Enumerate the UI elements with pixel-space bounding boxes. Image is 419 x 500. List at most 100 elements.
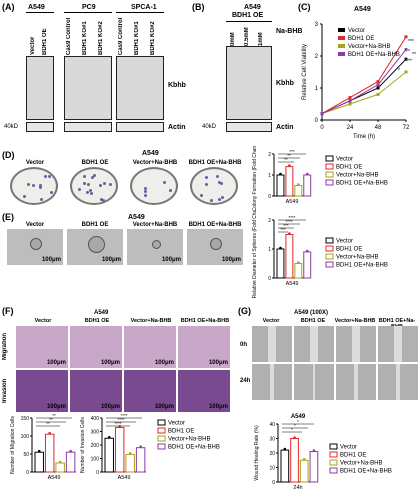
sphere-image: 100μm bbox=[67, 229, 123, 265]
colony-dot bbox=[83, 175, 86, 178]
panel-e-label: (E) bbox=[2, 212, 14, 222]
y-axis-label: Relative Diameter of Spheres (Fold Chang… bbox=[252, 210, 258, 298]
bar bbox=[295, 264, 302, 279]
data-dot bbox=[306, 173, 309, 176]
legend-label: Vector+Na-BHB bbox=[348, 44, 391, 50]
legend-label: BDH1 OE bbox=[336, 247, 362, 253]
data-point bbox=[377, 93, 380, 96]
panel-a-blot-3 bbox=[116, 56, 164, 120]
sig-mark: ** bbox=[412, 52, 416, 58]
y-axis-label: Colony Formation (Fold Change) bbox=[252, 146, 258, 210]
panel-b-lane-label: 1mM bbox=[258, 22, 264, 46]
panel-f-title: A549 bbox=[94, 310, 108, 316]
legend-swatch bbox=[330, 468, 337, 473]
panel-a-lane-label: BDH1 OE bbox=[42, 15, 48, 55]
x-axis-label: A549 bbox=[286, 199, 299, 205]
panel-a-lane-label: BDH1 KO#1 bbox=[134, 15, 140, 55]
data-dot bbox=[293, 436, 296, 439]
panel-b-treatment: Na-BHB bbox=[276, 28, 302, 35]
colony-dot bbox=[210, 199, 213, 202]
panel-g-cond-label: Vector+Na-BHB bbox=[334, 318, 376, 324]
panel-f-charts: 0 50 100 150 A549 Number of Migration Cells **… bbox=[2, 412, 232, 500]
bar bbox=[304, 175, 311, 196]
bar bbox=[35, 452, 43, 472]
y-tick-label: 0 bbox=[268, 194, 271, 200]
panel-a-kbhb: Kbhb bbox=[168, 82, 186, 89]
panel-a-blot-2 bbox=[64, 56, 112, 120]
panel-d-chart: 012A549Colony Formation (Fold Change) ***… bbox=[248, 146, 418, 210]
colony-dot bbox=[221, 196, 224, 199]
colony-dot bbox=[50, 191, 53, 194]
colony-dot bbox=[83, 182, 86, 185]
panel-a-lane-label: Vector bbox=[30, 15, 36, 55]
x-axis-label: 24h bbox=[293, 485, 302, 491]
data-dot bbox=[313, 449, 316, 452]
legend-label: BDH1 OE bbox=[340, 453, 366, 459]
panel-a-actin-2 bbox=[64, 122, 112, 132]
colony-plate bbox=[70, 167, 118, 205]
colony-dot bbox=[27, 183, 30, 186]
legend-label: Vector+Na-BHB bbox=[336, 173, 379, 179]
panel-f-cond-label: Vector+Na-BHB bbox=[124, 318, 178, 324]
panel-a-lane-label: BDH1 KO#2 bbox=[150, 15, 156, 55]
colony-dot bbox=[205, 183, 208, 186]
wound-gap bbox=[352, 326, 360, 362]
legend-label: BDH1 OE+Na-BHB bbox=[340, 469, 392, 475]
colony-dot bbox=[23, 195, 26, 198]
panel-b-kd: 40kD bbox=[202, 124, 216, 130]
bar bbox=[286, 167, 293, 196]
data-point bbox=[377, 87, 380, 90]
y-tick-label: 0 bbox=[26, 470, 29, 476]
x-tick-label: 0 bbox=[320, 125, 324, 131]
colony-dot bbox=[144, 190, 147, 193]
data-point bbox=[349, 99, 352, 102]
bar bbox=[66, 452, 74, 472]
x-tick-label: 24 bbox=[347, 125, 354, 131]
sig-mark: ** bbox=[46, 421, 50, 426]
y-tick-label: 1 bbox=[315, 86, 319, 92]
legend-swatch bbox=[158, 436, 165, 441]
panel-e-cond-label: BDH1 OE+Na-BHB bbox=[186, 222, 244, 228]
y-tick-label: 20 bbox=[269, 451, 275, 457]
panel-e-chart: 012A549Relative Diameter of Spheres (Fol… bbox=[248, 210, 418, 304]
wound-image bbox=[252, 364, 292, 400]
panel-d-cond-label: Vector bbox=[6, 160, 64, 166]
panel-d-cond-label: BDH1 OE bbox=[66, 160, 124, 166]
colony-dot bbox=[169, 189, 172, 192]
sig-mark: ** bbox=[284, 157, 288, 162]
colony-dot bbox=[39, 186, 42, 189]
scale-bar-label: 100μm bbox=[155, 360, 174, 366]
panel-b-kbhb: Kbhb bbox=[276, 80, 294, 87]
legend-swatch bbox=[338, 36, 345, 40]
panel-g-title: A549 (100X) bbox=[294, 310, 328, 316]
colony-dot bbox=[200, 194, 203, 197]
wound-gap bbox=[270, 364, 274, 400]
sig-mark: * bbox=[291, 427, 293, 432]
panel-a-lane-label: Cas9 Control bbox=[66, 15, 72, 55]
data-dot bbox=[297, 261, 300, 264]
y-tick-label: 1 bbox=[268, 247, 271, 253]
colony-dot bbox=[40, 198, 43, 201]
data-point bbox=[349, 96, 352, 99]
legend-swatch bbox=[158, 444, 165, 449]
data-dot bbox=[288, 164, 291, 167]
data-dot bbox=[288, 232, 291, 235]
panel-a-kd: 40kD bbox=[4, 124, 18, 130]
data-point bbox=[377, 80, 380, 83]
data-point bbox=[349, 103, 352, 106]
y-tick-label: 2 bbox=[268, 218, 271, 224]
migration-image: 100μm bbox=[178, 326, 230, 368]
x-axis-label: Time (h) bbox=[353, 134, 375, 140]
data-dot bbox=[303, 458, 306, 461]
legend-label: Vector bbox=[168, 421, 185, 427]
colony-plate bbox=[10, 167, 58, 205]
data-point bbox=[377, 83, 380, 86]
panel-d-cond-label: BDH1 OE+Na-BHB bbox=[186, 160, 244, 166]
panel-a-lane-label: BDH1 KO#1 bbox=[82, 15, 88, 55]
y-tick-label: 200 bbox=[91, 443, 100, 449]
data-dot bbox=[297, 183, 300, 186]
legend-swatch bbox=[326, 172, 333, 177]
bar bbox=[277, 249, 284, 278]
wound-image bbox=[294, 326, 334, 362]
panel-a-blot-1 bbox=[26, 56, 54, 120]
